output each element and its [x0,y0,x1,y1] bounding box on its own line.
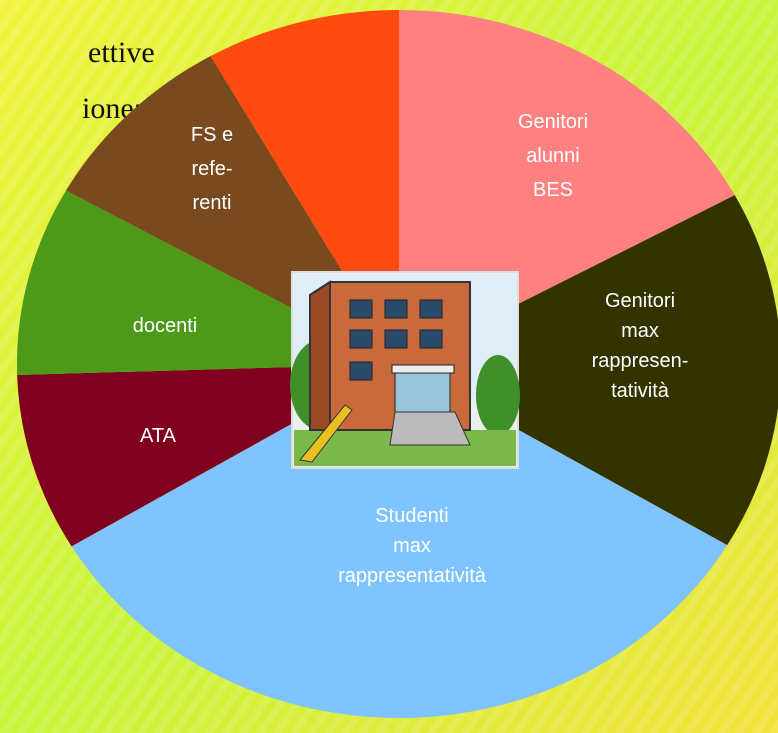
segment-label: docenti [133,315,198,337]
segment-label: Genitori [605,290,675,312]
school-picture [290,271,520,469]
segment-label: rappresentatività [338,565,487,587]
segment [399,195,778,546]
segment-label: FS e [191,124,233,146]
segment-label: tatività [611,380,670,402]
segment-label: refe- [191,158,232,180]
heading-line: ettive [88,36,155,69]
segment-label: rappresen- [592,350,689,372]
segment-label: max [393,535,431,557]
segment-label: BES [533,179,573,201]
segment [71,364,728,718]
segment-label: Genitori [518,111,588,133]
segment-label: alunni [526,145,579,167]
segment-label: max [621,320,659,342]
segment-label: renti [193,192,232,214]
segment-label: Studenti [375,505,448,527]
segment-label: ATA [140,425,177,447]
